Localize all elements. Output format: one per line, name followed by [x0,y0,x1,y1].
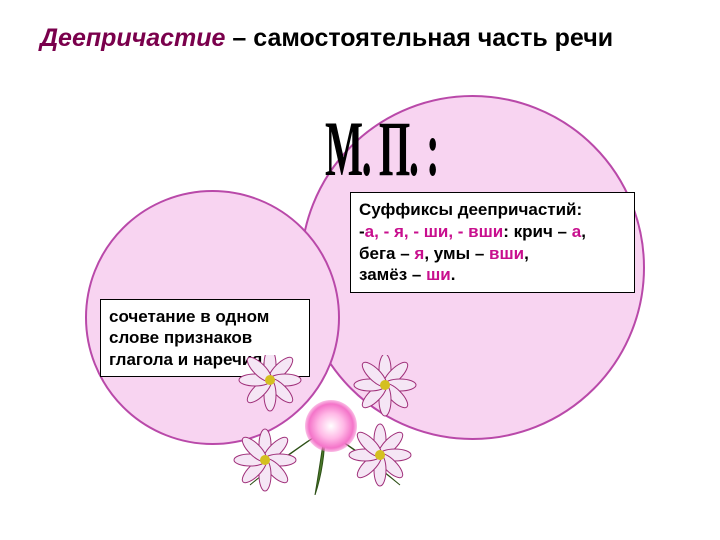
ex1a: : крич – [503,222,572,241]
center-glow [305,400,357,452]
ex1-hl: а [572,222,581,241]
ex1b: , [581,222,586,241]
suffixes-line2: -а, - я, - ши, - вши: крич – а, [359,221,626,243]
title-term: Деепричастие [40,24,225,52]
suffixes-box: Суффиксы деепричастий: -а, - я, - ши, - … [350,192,635,293]
suffixes-line4: замёз – ши. [359,264,626,286]
l4b: . [451,265,456,284]
def-line2: слове признаков [109,327,301,348]
l3hl2: вши [489,244,524,263]
page-title: Деепричастие – самостоятельная часть реч… [40,24,613,53]
suffix-list: а, - я, - ши, - вши [365,222,504,241]
l3c: , [524,244,529,263]
def-line1: сочетание в одном [109,306,301,327]
flower-decoration [225,355,425,495]
l4a: замёз – [359,265,426,284]
title-definition: самостоятельная часть речи [253,24,613,52]
suffixes-heading: Суффиксы деепричастий: [359,199,626,221]
title-dash: – [225,24,253,52]
mp-label: М. П. : [325,105,438,195]
l4hl: ши [426,265,451,284]
suffixes-line3: бега – я, умы – вши, [359,243,626,265]
l3b: , умы – [424,244,489,263]
l3hl: я [414,244,424,263]
l3a: бега – [359,244,414,263]
